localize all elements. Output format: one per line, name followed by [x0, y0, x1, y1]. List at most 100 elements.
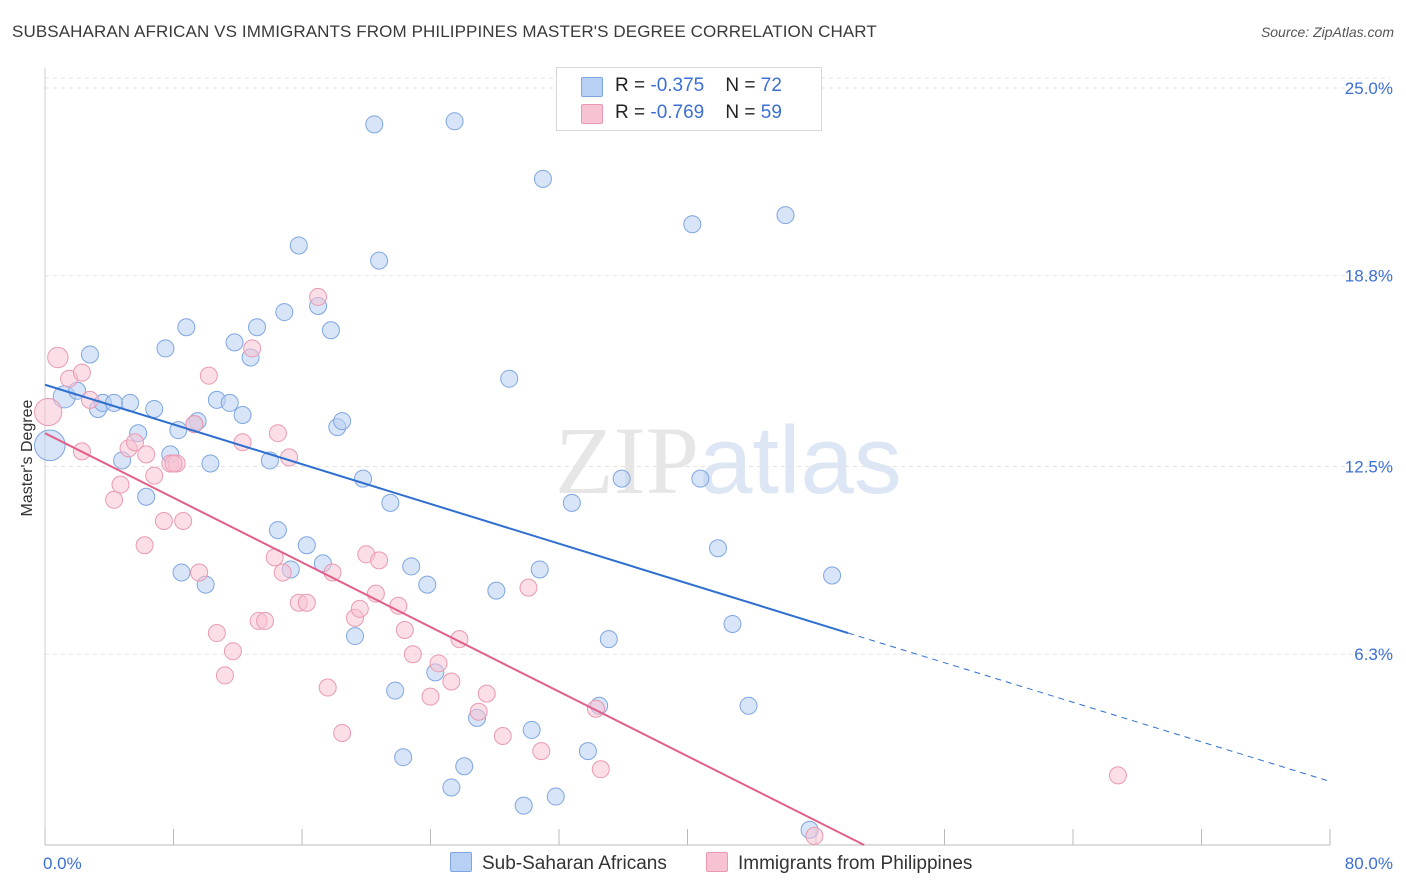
data-point-sub-saharan: [225, 333, 244, 352]
data-point-philippines: [243, 339, 262, 358]
data-point-sub-saharan: [442, 778, 461, 797]
legend-text-blue: R = -0.375 N = 72: [615, 75, 782, 97]
watermark: ZIPatlas: [555, 405, 902, 516]
data-point-sub-saharan: [321, 321, 340, 340]
data-point-sub-saharan: [365, 115, 384, 134]
data-point-sub-saharan: [80, 345, 99, 364]
data-point-sub-saharan: [177, 318, 196, 337]
legend-swatch-pink: [581, 104, 603, 124]
data-point-philippines: [309, 287, 328, 306]
data-point-philippines: [477, 684, 496, 703]
data-point-sub-saharan: [297, 536, 316, 555]
watermark-atlas: atlas: [699, 407, 902, 514]
data-point-sub-saharan: [172, 563, 191, 582]
trend-line-philippines: [44, 432, 865, 846]
data-point-philippines: [111, 475, 130, 494]
data-point-sub-saharan: [739, 696, 758, 715]
data-point-sub-saharan: [386, 681, 405, 700]
data-point-sub-saharan: [201, 454, 220, 473]
watermark-zip: ZIP: [555, 407, 699, 514]
data-point-sub-saharan: [248, 318, 267, 337]
data-point-sub-saharan: [346, 627, 365, 646]
data-point-sub-saharan: [233, 406, 252, 425]
data-point-philippines: [442, 672, 461, 691]
bottom-legend-swatch-blue: [450, 852, 472, 872]
data-point-sub-saharan: [500, 369, 519, 388]
data-point-sub-saharan: [823, 566, 842, 585]
data-point-philippines: [370, 551, 389, 570]
legend-swatch-blue: [581, 77, 603, 97]
data-point-sub-saharan: [683, 215, 702, 234]
data-point-sub-saharan: [268, 521, 287, 540]
data-point-philippines: [145, 466, 164, 485]
data-point-philippines: [154, 512, 173, 531]
data-point-sub-saharan: [578, 742, 597, 761]
data-point-sub-saharan: [289, 236, 308, 255]
chart-title: SUBSAHARAN AFRICAN VS IMMIGRANTS FROM PH…: [12, 22, 877, 41]
data-point-philippines: [215, 666, 234, 685]
data-point-sub-saharan: [709, 539, 728, 558]
data-point-philippines: [805, 826, 824, 845]
data-point-philippines: [125, 433, 144, 452]
legend-text-pink: R = -0.769 N = 59: [615, 102, 782, 124]
data-point-philippines: [469, 702, 488, 721]
data-point-philippines: [199, 366, 218, 385]
data-point-philippines: [297, 593, 316, 612]
data-point-philippines: [586, 699, 605, 718]
data-point-sub-saharan: [514, 796, 533, 815]
data-point-philippines: [273, 563, 292, 582]
legend-n-value: 72: [760, 75, 782, 96]
legend-r-value: -0.375: [650, 75, 705, 96]
data-point-sub-saharan: [455, 757, 474, 776]
source-label: Source: ZipAtlas.com: [1260, 24, 1394, 40]
data-point-sub-saharan: [394, 748, 413, 767]
data-point-sub-saharan: [137, 487, 156, 506]
correlation-legend: R = -0.375 N = 72 R = -0.769 N = 59: [556, 67, 822, 131]
data-point-philippines: [256, 611, 275, 630]
series-philippines-points: [34, 287, 1127, 845]
data-point-philippines: [137, 445, 156, 464]
y-axis-label: Master's Degree: [19, 399, 36, 517]
data-point-sub-saharan: [169, 421, 188, 440]
data-point-sub-saharan: [156, 339, 175, 358]
bottom-legend-swatch-pink: [706, 852, 728, 872]
data-point-philippines: [350, 599, 369, 618]
data-point-philippines: [80, 390, 99, 409]
trend-line-sub-saharan: [44, 383, 849, 634]
data-point-philippines: [532, 742, 551, 761]
data-point-philippines: [174, 512, 193, 531]
tick-labels: 6.3% 12.5% 18.8% 25.0% 0.0% 80.0%: [43, 79, 1393, 873]
legend-r-value: -0.769: [650, 102, 705, 123]
data-point-sub-saharan: [599, 630, 618, 649]
data-point-philippines: [135, 536, 154, 555]
data-point-philippines: [519, 578, 538, 597]
data-point-philippines: [268, 424, 287, 443]
data-point-philippines: [223, 642, 242, 661]
data-point-sub-saharan: [418, 575, 437, 594]
axes: [44, 68, 1331, 846]
trend-lines: [44, 383, 1331, 846]
data-point-philippines: [47, 346, 69, 369]
data-point-sub-saharan: [723, 614, 742, 633]
data-point-philippines: [421, 687, 440, 706]
legend-n-value: 59: [760, 102, 782, 123]
data-point-sub-saharan: [612, 469, 631, 488]
data-point-sub-saharan: [381, 493, 400, 512]
data-point-sub-saharan: [145, 399, 164, 418]
data-point-philippines: [591, 760, 610, 779]
data-point-philippines: [105, 490, 124, 509]
legend-r-label: R =: [615, 75, 651, 96]
data-point-sub-saharan: [370, 251, 389, 270]
data-point-sub-saharan: [34, 429, 66, 462]
data-point-sub-saharan: [333, 412, 352, 431]
data-point-sub-saharan: [402, 557, 421, 576]
data-point-philippines: [185, 415, 204, 434]
data-point-sub-saharan: [445, 112, 464, 131]
data-point-sub-saharan: [522, 720, 541, 739]
bottom-legend-label-pink: Immigrants from Philippines: [738, 853, 973, 874]
trend-line-sub-saharan-extension: [847, 632, 1331, 782]
data-point-philippines: [429, 654, 448, 673]
x-tick-label-max: 80.0%: [1345, 854, 1393, 873]
data-point-sub-saharan: [220, 393, 239, 412]
